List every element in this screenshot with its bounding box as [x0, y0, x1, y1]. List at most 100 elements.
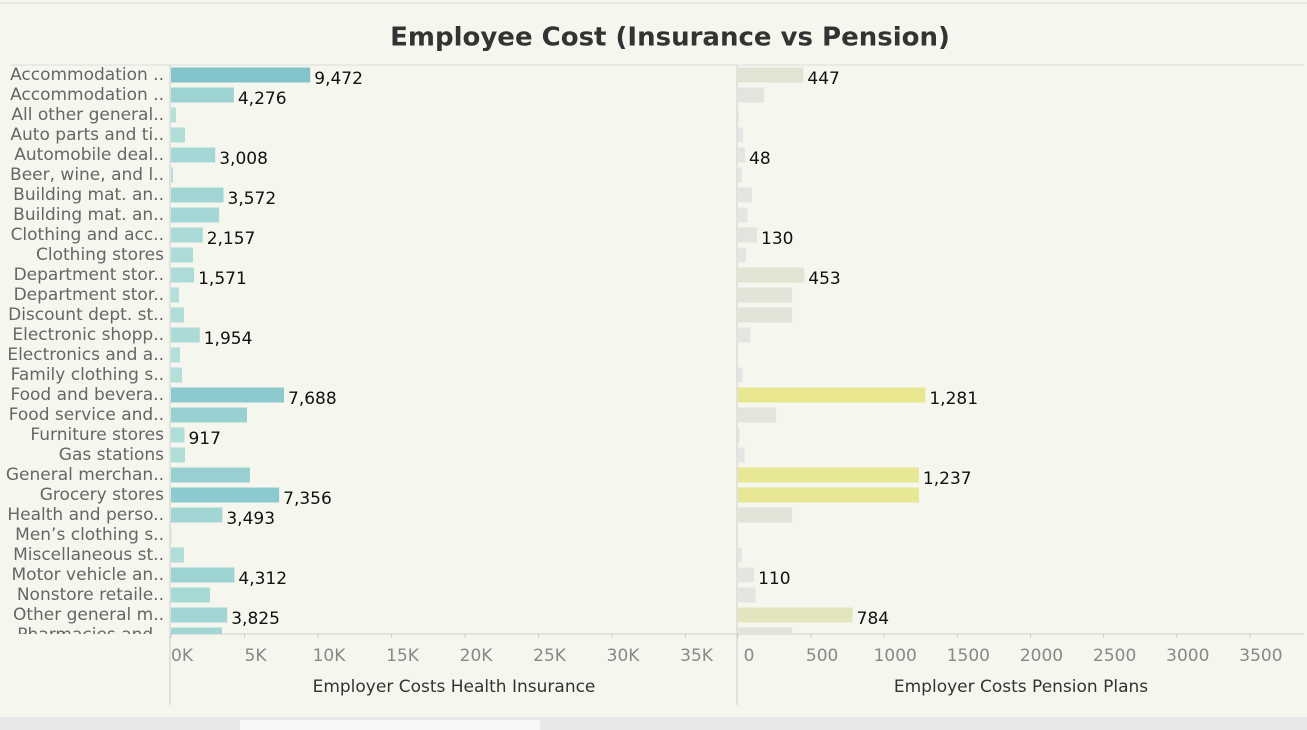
- x-axis-title: Employer Costs Pension Plans: [894, 677, 1148, 697]
- category-label: Beer, wine, and l..: [10, 165, 164, 185]
- tab-strip: [0, 717, 1307, 730]
- x-tick-label: 25K: [533, 646, 567, 666]
- bar: [171, 147, 216, 163]
- value-label: 447: [807, 69, 839, 89]
- plot-area: Accommodation ..Accommodation ..All othe…: [6, 65, 978, 645]
- bar: [738, 167, 742, 183]
- value-label: 3,825: [231, 609, 280, 629]
- bar: [738, 547, 742, 563]
- category-label: Auto parts and ti..: [10, 125, 164, 145]
- x-tick-label: 1000: [874, 646, 917, 666]
- value-label: 4,276: [238, 89, 287, 109]
- bar: [738, 567, 755, 583]
- bar: [738, 327, 751, 343]
- category-label: Accommodation ..: [10, 85, 164, 105]
- value-label: 3,008: [219, 149, 268, 169]
- bar: [171, 187, 224, 203]
- bar: [171, 327, 200, 343]
- category-label: Building mat. an..: [13, 205, 164, 225]
- category-label: Miscellaneous st..: [13, 545, 164, 565]
- value-label: 4,312: [238, 569, 287, 589]
- category-label: Food service and..: [9, 405, 164, 425]
- value-label: 2,157: [207, 229, 256, 249]
- bar: [738, 467, 919, 483]
- bar: [738, 127, 744, 143]
- category-label: Food and bevera..: [10, 385, 164, 405]
- category-label: Furniture stores: [30, 425, 164, 445]
- bar: [171, 367, 183, 383]
- value-label: 110: [758, 569, 790, 589]
- category-label: Gas stations: [59, 445, 164, 465]
- bar: [738, 307, 793, 323]
- value-label: 453: [808, 269, 840, 289]
- bar: [171, 67, 311, 83]
- bar: [171, 447, 185, 463]
- bar: [738, 267, 805, 283]
- value-label: 1,571: [198, 269, 247, 289]
- bar: [171, 107, 176, 123]
- category-label: Department stor..: [14, 285, 164, 305]
- x-tick-label: 20K: [460, 646, 494, 666]
- category-label: General merchan..: [6, 465, 164, 485]
- bar: [171, 587, 210, 603]
- bar: [171, 87, 234, 103]
- tab[interactable]: [240, 720, 540, 730]
- bar: [171, 407, 248, 423]
- category-label: Electronics and a..: [7, 345, 164, 365]
- value-label: 1,954: [204, 329, 253, 349]
- category-label: Other general m..: [13, 605, 164, 625]
- bar: [171, 347, 180, 363]
- category-label: Building mat. an..: [13, 185, 164, 205]
- bar: [171, 307, 184, 323]
- category-label: Electronic shopp..: [12, 325, 164, 345]
- bar: [171, 627, 223, 634]
- category-label: Grocery stores: [40, 485, 164, 505]
- bar: [738, 587, 756, 603]
- bar: [171, 287, 179, 303]
- x-tick-label: 2000: [1020, 646, 1063, 666]
- value-label: 130: [761, 229, 793, 249]
- bar: [738, 387, 926, 403]
- chart-title: Employee Cost (Insurance vs Pension): [390, 23, 950, 53]
- bar: [171, 167, 174, 183]
- bar: [738, 607, 853, 623]
- bar: [171, 127, 185, 143]
- value-label: 7,356: [283, 489, 332, 509]
- category-label: Accommodation ..: [10, 65, 164, 85]
- bar: [738, 287, 793, 303]
- bar: [171, 267, 195, 283]
- x-tick-label: 1500: [947, 646, 990, 666]
- value-label: 1,237: [923, 469, 972, 489]
- x-tick-label: 0K: [171, 646, 194, 666]
- x-tick-label: 15K: [386, 646, 420, 666]
- category-label: Motor vehicle an..: [12, 565, 164, 585]
- bar: [738, 487, 919, 503]
- bar: [171, 567, 235, 583]
- bar: [171, 547, 184, 563]
- value-label: 3,493: [226, 509, 275, 529]
- bar: [171, 487, 280, 503]
- bar: [738, 247, 747, 263]
- bar: [738, 627, 793, 634]
- bar: [738, 367, 743, 383]
- category-label: Health and perso..: [7, 505, 164, 525]
- category-label: Men’s clothing s..: [15, 525, 164, 545]
- value-label: 917: [188, 429, 220, 449]
- category-label: Pharmacies and..: [17, 625, 164, 645]
- category-label: Clothing stores: [36, 245, 164, 265]
- bar: [171, 227, 203, 243]
- category-label: Clothing and acc..: [11, 225, 164, 245]
- bar: [171, 507, 223, 523]
- category-label: Automobile deal..: [14, 145, 164, 165]
- bar: [738, 207, 748, 223]
- category-label: Department stor..: [14, 265, 164, 285]
- bar: [738, 427, 740, 443]
- x-axis-title: Employer Costs Health Insurance: [313, 677, 596, 697]
- bar: [738, 227, 758, 243]
- category-label: All other general..: [11, 105, 164, 125]
- bar: [171, 207, 220, 223]
- x-tick-label: 30K: [607, 646, 641, 666]
- x-tick-label: 3500: [1239, 646, 1282, 666]
- bar: [738, 107, 739, 123]
